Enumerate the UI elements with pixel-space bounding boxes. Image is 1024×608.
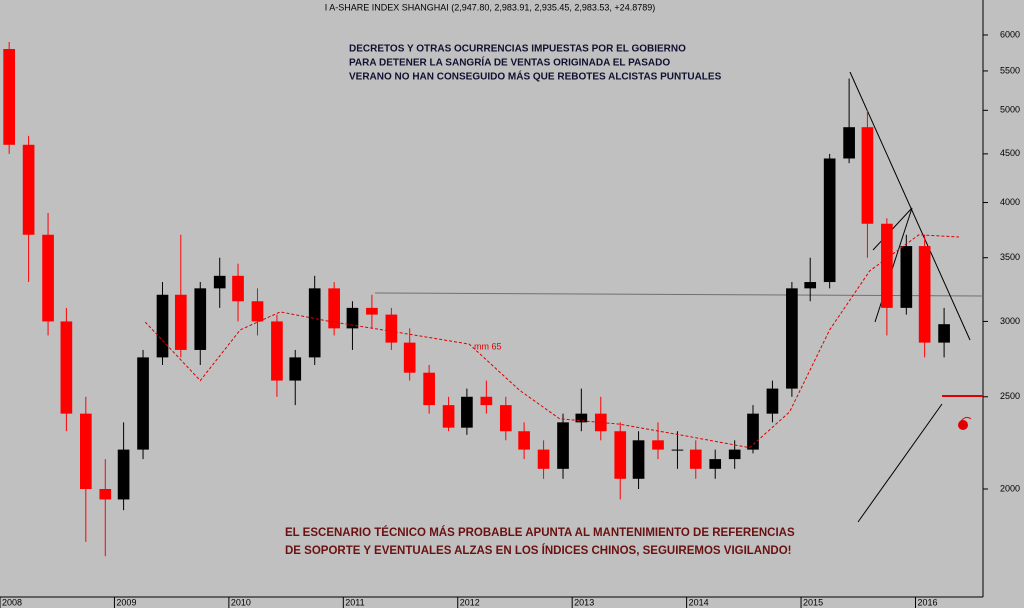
candle-body <box>652 440 664 450</box>
y-tick-label: 5500 <box>1000 65 1020 75</box>
candle-body <box>99 488 112 500</box>
candle-body <box>346 307 359 329</box>
y-tick-label: 5000 <box>1000 105 1020 115</box>
candle-body <box>938 324 950 343</box>
y-tick-label: 6000 <box>1000 29 1020 39</box>
moving-average <box>144 234 960 449</box>
x-tick-label: 2016 <box>917 597 937 607</box>
y-tick-label: 4500 <box>1000 148 1020 158</box>
x-tick-label: 2012 <box>460 597 480 607</box>
x-tick-label: 2014 <box>689 597 709 607</box>
x-tick-label: 2009 <box>116 597 136 607</box>
candle-body <box>423 372 435 406</box>
annotation: EL ESCENARIO TÉCNICO MÁS PROBABLE APUNTA… <box>285 526 795 539</box>
candle-body <box>117 449 130 500</box>
candle-body <box>403 342 416 373</box>
candle-body <box>42 234 54 322</box>
candle-body <box>461 396 473 428</box>
y-tick-label: 3500 <box>1000 252 1020 262</box>
x-tick-label: 2011 <box>345 597 364 607</box>
marker-fuse <box>960 416 972 422</box>
candle-body <box>918 246 931 343</box>
chart-title: I A-SHARE INDEX SHANGHAI (2,947.80, 2,98… <box>325 2 655 12</box>
candle-body <box>366 307 378 315</box>
trend-line <box>849 71 971 341</box>
candle-body <box>709 459 722 469</box>
ma-label: mm 65 <box>474 341 502 351</box>
candle-body <box>442 405 455 428</box>
x-tick-label: 2008 <box>2 597 22 607</box>
candle-body <box>194 288 207 350</box>
projection-line <box>857 403 943 523</box>
candle-body <box>385 314 398 343</box>
candle-body <box>632 440 645 479</box>
candle-body <box>271 321 283 381</box>
candle-body <box>22 144 35 235</box>
y-tick-label: 2000 <box>1000 483 1020 493</box>
annotation: VERANO NO HAN CONSEGUIDO MÁS QUE REBOTES… <box>349 70 722 83</box>
candle-body <box>174 294 187 350</box>
candle-body <box>289 357 302 381</box>
candle-body <box>499 405 512 432</box>
candle-body <box>518 431 530 450</box>
marker-dot <box>958 420 968 430</box>
candle-body <box>575 413 588 423</box>
candle-body <box>3 48 15 145</box>
candle-body <box>60 321 73 414</box>
x-tick-label: 2015 <box>803 597 823 607</box>
candle-body <box>671 449 684 451</box>
candle-body <box>766 388 779 414</box>
annotation: PARA DETENER LA SANGRÍA DE VENTAS ORIGIN… <box>349 56 670 69</box>
candle-body <box>480 396 493 406</box>
candle-body <box>614 431 627 479</box>
candle-body <box>557 422 569 469</box>
candle-body <box>594 413 607 432</box>
y-tick-label: 4000 <box>1000 197 1020 207</box>
candle-body <box>747 413 759 450</box>
candle-body <box>689 449 702 469</box>
candle-body <box>328 288 340 329</box>
candle-body <box>861 127 874 224</box>
candle-body <box>900 246 913 308</box>
x-tick-label: 2010 <box>231 597 251 607</box>
candle-body <box>537 449 550 469</box>
candle-body <box>843 127 855 159</box>
candle-body <box>804 282 817 289</box>
candle-body <box>137 357 149 450</box>
candle-body <box>823 158 836 283</box>
candle-body <box>251 301 264 322</box>
y-tick-label: 3000 <box>1000 316 1020 326</box>
candle-body <box>79 413 92 489</box>
candle-body <box>213 275 226 289</box>
candle-body <box>786 288 798 389</box>
annotation: DECRETOS Y OTRAS OCURRENCIAS IMPUESTAS P… <box>349 44 686 55</box>
candle-body <box>728 449 741 460</box>
annotation: DE SOPORTE Y EVENTUALES ALZAS EN LOS ÍND… <box>285 544 792 557</box>
candle-body <box>156 294 169 358</box>
y-tick-label: 2500 <box>1000 391 1020 401</box>
x-tick-label: 2013 <box>574 597 594 607</box>
candle-body <box>232 275 244 302</box>
candle-body <box>881 223 893 308</box>
candle-body <box>308 288 321 358</box>
